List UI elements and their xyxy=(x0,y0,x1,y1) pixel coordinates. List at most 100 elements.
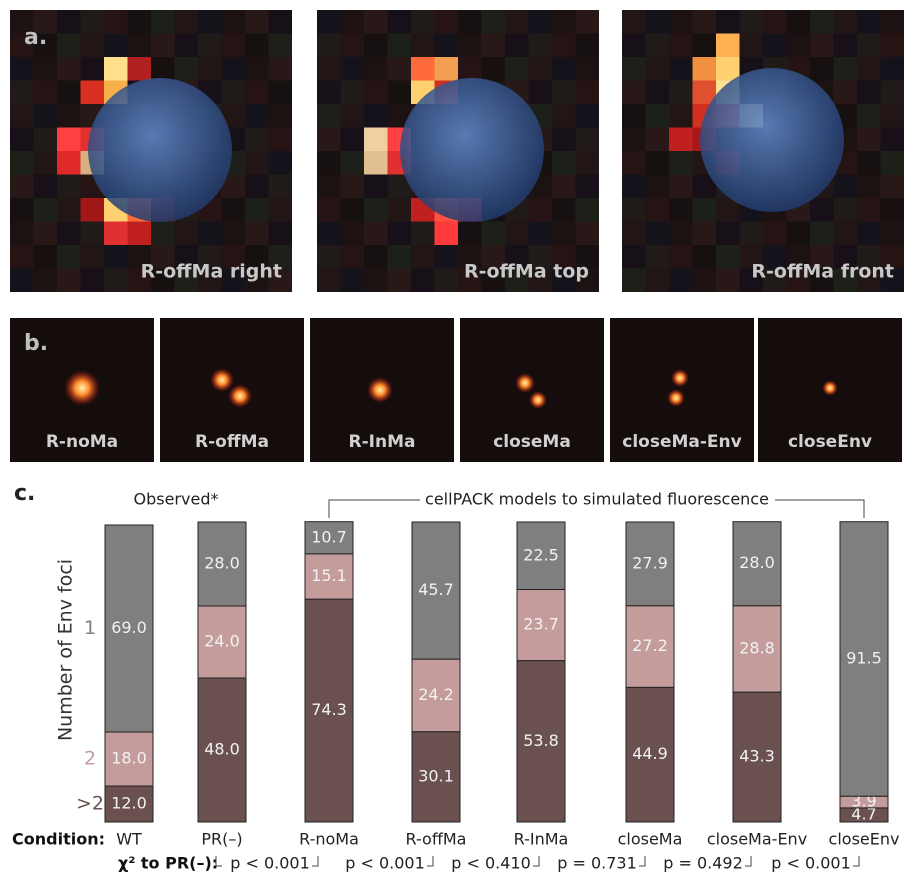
pixel xyxy=(458,34,482,58)
pixel xyxy=(222,57,246,81)
pixel xyxy=(622,175,646,199)
x-axis-label: Condition: xyxy=(12,830,105,849)
x-tick-label: WT xyxy=(116,830,142,849)
p-value: p = 0.492 xyxy=(663,854,743,873)
pixel xyxy=(881,198,904,222)
pixel xyxy=(834,222,858,246)
pixel xyxy=(269,10,293,34)
fluorescence-spot xyxy=(210,368,234,392)
value-label: 18.0 xyxy=(111,749,147,768)
pixel xyxy=(57,198,81,222)
pixel xyxy=(57,269,81,293)
panel-label: c. xyxy=(14,481,35,506)
value-label: 43.3 xyxy=(739,747,775,766)
pixel xyxy=(881,57,904,81)
pixel xyxy=(552,10,576,34)
pixel xyxy=(881,104,904,128)
pixel xyxy=(317,57,341,81)
pixel xyxy=(317,151,341,175)
value-label: 22.5 xyxy=(523,545,559,564)
pixel xyxy=(222,10,246,34)
pixel xyxy=(669,57,693,81)
pixel xyxy=(81,222,105,246)
pixel xyxy=(435,269,459,293)
pixel xyxy=(857,198,881,222)
fluorescence-spot xyxy=(64,370,100,406)
value-label: 91.5 xyxy=(846,648,882,667)
legend-label: >2 xyxy=(76,793,104,815)
pixel xyxy=(716,269,740,293)
pixel xyxy=(57,34,81,58)
value-label: 24.0 xyxy=(204,632,240,651)
pixel xyxy=(552,57,576,81)
pixel xyxy=(341,57,365,81)
pixel xyxy=(57,245,81,269)
pixel xyxy=(317,81,341,105)
pixel xyxy=(576,57,600,81)
pixel xyxy=(81,10,105,34)
pixel xyxy=(411,10,435,34)
pixel xyxy=(364,222,388,246)
pixel xyxy=(245,222,269,246)
pixel xyxy=(693,10,717,34)
pixel xyxy=(646,151,670,175)
pixel xyxy=(834,57,858,81)
pixel xyxy=(529,57,553,81)
bracket-tick xyxy=(427,856,433,866)
pixel xyxy=(388,57,412,81)
pixel-hot xyxy=(128,222,152,246)
pixel xyxy=(857,10,881,34)
pixel xyxy=(341,81,365,105)
pixel xyxy=(34,57,58,81)
pixel xyxy=(411,34,435,58)
pixel xyxy=(57,104,81,128)
pixel xyxy=(646,104,670,128)
panel-c: c.Number of Env fociObserved*cellPACK mo… xyxy=(12,481,899,873)
pixel xyxy=(34,81,58,105)
pixel xyxy=(529,198,553,222)
pixel xyxy=(834,34,858,58)
pixel xyxy=(552,81,576,105)
pixel xyxy=(482,34,506,58)
pixel xyxy=(151,34,175,58)
pixel xyxy=(834,81,858,105)
pixel xyxy=(669,175,693,199)
pixel xyxy=(576,198,600,222)
pixel xyxy=(763,222,787,246)
pixel xyxy=(317,222,341,246)
pixel xyxy=(341,104,365,128)
pixel xyxy=(364,81,388,105)
pixel xyxy=(552,151,576,175)
pixel xyxy=(245,57,269,81)
pixel xyxy=(411,269,435,293)
value-label: 28.0 xyxy=(739,553,775,572)
pixel xyxy=(245,81,269,105)
pixel xyxy=(482,222,506,246)
pixel xyxy=(364,269,388,293)
pixel xyxy=(622,57,646,81)
pixel xyxy=(388,198,412,222)
pixel xyxy=(245,104,269,128)
pixel xyxy=(198,34,222,58)
pixel xyxy=(716,222,740,246)
pixel xyxy=(175,222,199,246)
pixel xyxy=(435,10,459,34)
pixel xyxy=(34,175,58,199)
x-tick-label: R-InMa xyxy=(514,830,569,849)
value-label: 30.1 xyxy=(418,766,454,785)
pixel xyxy=(646,128,670,152)
value-label: 24.2 xyxy=(418,685,454,704)
image-caption: R-InMa xyxy=(349,432,416,452)
pixel xyxy=(34,269,58,293)
pixel xyxy=(669,269,693,293)
pixel xyxy=(529,81,553,105)
pixel xyxy=(740,34,764,58)
pixel xyxy=(34,198,58,222)
pixel xyxy=(716,245,740,269)
pixel xyxy=(622,245,646,269)
legend-label: 2 xyxy=(84,748,96,770)
pixel xyxy=(151,57,175,81)
pixel xyxy=(552,34,576,58)
value-label: 48.0 xyxy=(204,740,240,759)
pixel xyxy=(505,34,529,58)
